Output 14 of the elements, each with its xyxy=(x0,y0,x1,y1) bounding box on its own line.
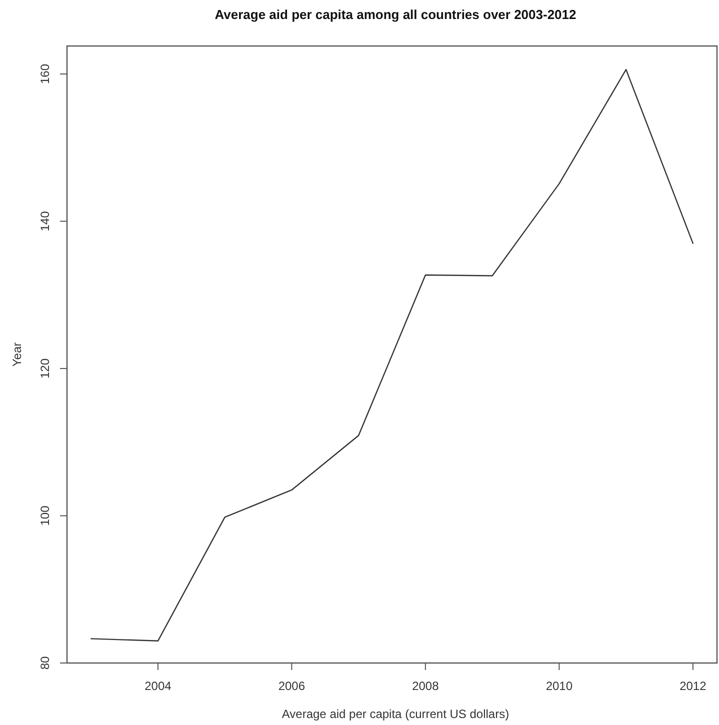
y-tick-label: 140 xyxy=(38,210,52,232)
x-tick-label: 2006 xyxy=(278,679,306,693)
x-tick-label: 2010 xyxy=(546,679,573,693)
chart-title: Average aid per capita among all countries over 2003-2012 xyxy=(214,7,576,22)
y-tick-label: 80 xyxy=(38,656,52,670)
x-tick-label: 2012 xyxy=(680,679,707,693)
y-axis-title: Year xyxy=(10,342,24,367)
y-tick-label: 160 xyxy=(38,64,52,84)
line-series xyxy=(90,68,694,642)
x-axis-title: Average aid per capita (current US dollars) xyxy=(282,707,510,721)
y-tick-label: 120 xyxy=(38,358,52,379)
x-tick-label: 2008 xyxy=(412,679,440,693)
y-tick-label: 100 xyxy=(38,505,52,526)
x-tick-label: 2004 xyxy=(144,679,172,693)
